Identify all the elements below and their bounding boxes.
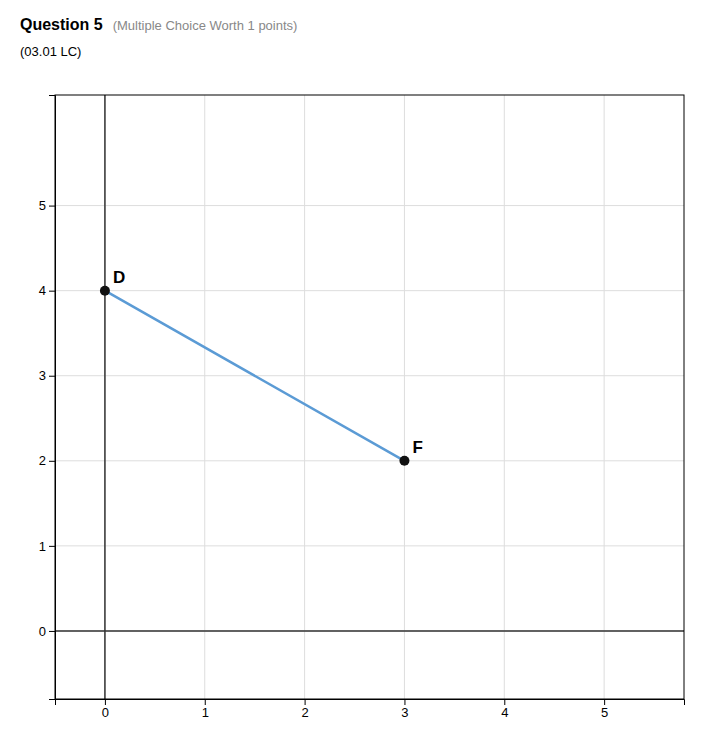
- x-tick-mark: [404, 699, 405, 705]
- x-tick: 4: [501, 699, 508, 720]
- grid-line-y: [55, 460, 684, 461]
- point: [399, 456, 409, 466]
- y-tick-mark: [49, 631, 55, 632]
- header-note: (Multiple Choice Worth 1 points): [113, 18, 298, 33]
- y-tick: 3: [39, 368, 55, 383]
- point-label: F: [412, 438, 422, 457]
- y-tick-mark: [49, 376, 55, 377]
- y-axis-line: [49, 96, 56, 700]
- y-axis: 0 1 2 3 4 5: [39, 96, 56, 700]
- y-tick-label: 5: [39, 198, 46, 213]
- point-label: D: [113, 268, 125, 287]
- x-tick-mark: [604, 699, 605, 705]
- marks: [100, 286, 410, 466]
- plot-frame: [55, 95, 684, 699]
- grid-line-x: [104, 95, 105, 699]
- x-tick: 2: [301, 699, 308, 720]
- x-tick-label: 3: [401, 705, 408, 720]
- x-tick-label: 2: [301, 705, 308, 720]
- x-tick: 1: [202, 699, 209, 720]
- grid: [55, 95, 684, 699]
- grid-line-y: [55, 205, 684, 206]
- point: [100, 286, 110, 296]
- x-tick-label: 0: [102, 705, 109, 720]
- x-tick: 0: [102, 699, 109, 720]
- grid-line-y: [55, 375, 684, 376]
- y-tick-mark: [49, 546, 55, 547]
- zero-line-x: [55, 630, 684, 632]
- plot: 012345012345DF: [39, 95, 685, 720]
- x-axis: 0 1 2 3 4 5: [56, 699, 685, 720]
- y-tick-label: 4: [39, 283, 46, 298]
- grid-line-y: [55, 630, 684, 631]
- x-tick-label: 1: [202, 705, 209, 720]
- y-tick-label: 1: [39, 539, 46, 554]
- y-tick-mark: [49, 291, 55, 292]
- title: Question 5: [20, 16, 103, 33]
- zero-line-y: [104, 95, 106, 699]
- grid-line-y: [55, 290, 684, 291]
- x-tick-label: 4: [501, 705, 508, 720]
- chart: Question 5 (Multiple Choice Worth 1 point…: [0, 0, 714, 744]
- segment: [105, 291, 405, 461]
- y-tick: 1: [39, 539, 55, 554]
- x-tick-mark: [205, 699, 206, 705]
- y-tick: 4: [39, 283, 55, 298]
- x-tick: 3: [401, 699, 408, 720]
- grid-line-x: [304, 95, 305, 699]
- grid-line-x: [504, 95, 505, 699]
- subtitle: (03.01 LC): [20, 44, 81, 59]
- y-tick: 2: [39, 453, 55, 468]
- y-tick-label: 3: [39, 368, 46, 383]
- x-tick: 5: [601, 699, 608, 720]
- y-tick-mark: [49, 461, 55, 462]
- grid-line-x: [604, 95, 605, 699]
- point-labels: DF: [113, 268, 423, 457]
- grid-line-x: [404, 95, 405, 699]
- grid-line-x: [204, 95, 205, 699]
- y-tick: 0: [39, 624, 55, 639]
- grid-line-y: [55, 545, 684, 546]
- x-axis-line: [56, 700, 685, 706]
- x-tick-label: 5: [601, 705, 608, 720]
- y-tick-mark: [49, 206, 55, 207]
- y-tick-label: 2: [39, 453, 46, 468]
- y-tick: 5: [39, 198, 55, 213]
- x-tick-mark: [504, 699, 505, 705]
- x-tick-mark: [105, 699, 106, 705]
- y-tick-label: 0: [39, 624, 46, 639]
- x-tick-mark: [305, 699, 306, 705]
